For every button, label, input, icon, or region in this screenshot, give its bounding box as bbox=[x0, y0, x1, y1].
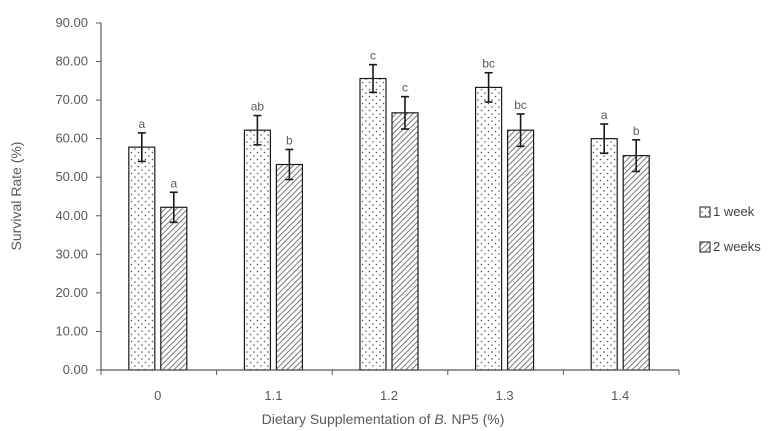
y-tick-label-6: 60.00 bbox=[55, 131, 88, 146]
x-tick-label-4: 1.4 bbox=[611, 388, 629, 403]
x-axis-title-prefix: Dietary Supplementation of bbox=[262, 411, 435, 427]
x-axis-title: Dietary Supplementation of B. NP5 (%) bbox=[262, 411, 505, 427]
bar-s0-c0 bbox=[128, 146, 156, 371]
x-axis-ticks: 0 1.1 1.2 1.3 1.4 bbox=[100, 370, 680, 403]
legend-label-1-week: 1 week bbox=[713, 204, 755, 219]
x-tick-label-0: 0 bbox=[154, 388, 161, 403]
sig-label-s0-c1: ab bbox=[251, 100, 265, 114]
y-axis-ticks: 0.00 10.00 20.00 30.00 40.00 50.00 60.00 70.00 8… bbox=[55, 15, 101, 377]
sig-label-s0-c3: bc bbox=[482, 57, 495, 71]
bar-s1-c2 bbox=[391, 112, 419, 371]
y-tick-label-1: 10.00 bbox=[55, 323, 88, 338]
y-tick-label-7: 70.00 bbox=[55, 92, 88, 107]
y-tick-label-9: 90.00 bbox=[55, 15, 88, 30]
y-tick-label-2: 20.00 bbox=[55, 285, 88, 300]
x-tick-label-3: 1.3 bbox=[496, 388, 514, 403]
y-tick-label-5: 50.00 bbox=[55, 169, 88, 184]
sig-label-s1-c0: a bbox=[170, 176, 177, 190]
legend-swatch-1-week bbox=[699, 206, 711, 218]
sig-label-s0-c4: a bbox=[601, 108, 608, 122]
sig-label-s1-c4: b bbox=[633, 124, 640, 138]
sig-label-s0-c0: a bbox=[138, 117, 145, 131]
sig-label-s0-c2: c bbox=[370, 49, 376, 63]
bar-s0-c4 bbox=[590, 138, 618, 371]
y-tick-label-0: 0.00 bbox=[63, 362, 88, 377]
legend-label-2-weeks: 2 weeks bbox=[713, 239, 761, 254]
y-axis-title: Survival Rate (%) bbox=[8, 142, 24, 251]
x-tick-label-2: 1.2 bbox=[380, 388, 398, 403]
x-axis-title-italic: B. bbox=[434, 411, 447, 427]
bar-s0-c1 bbox=[243, 129, 271, 371]
bar-s0-c2 bbox=[359, 77, 387, 371]
sig-label-s1-c1: b bbox=[286, 133, 293, 147]
x-axis-title-suffix: NP5 (%) bbox=[448, 411, 505, 427]
y-tick-label-3: 30.00 bbox=[55, 246, 88, 261]
x-tick-label-1: 1.1 bbox=[264, 388, 282, 403]
sig-label-s1-c3: bc bbox=[514, 98, 527, 112]
bar-s1-c1 bbox=[275, 163, 303, 371]
y-tick-label-8: 80.00 bbox=[55, 54, 88, 69]
sig-label-s1-c2: c bbox=[402, 81, 408, 95]
legend-item-1-week: 1 week bbox=[699, 204, 755, 219]
bar-s1-c3 bbox=[507, 129, 535, 371]
bar-s1-c0 bbox=[160, 206, 188, 371]
legend: 1 week 2 weeks bbox=[699, 204, 761, 254]
bar-s1-c4 bbox=[622, 155, 650, 371]
bar-s0-c3 bbox=[475, 86, 503, 371]
legend-swatch-2-weeks bbox=[699, 241, 711, 253]
y-tick-label-4: 40.00 bbox=[55, 208, 88, 223]
legend-item-2-weeks: 2 weeks bbox=[699, 239, 761, 254]
